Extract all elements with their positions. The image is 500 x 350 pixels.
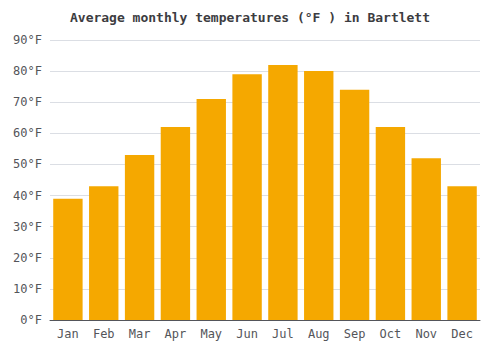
svg-text:Nov: Nov [415, 327, 437, 341]
svg-text:30°F: 30°F [13, 220, 42, 234]
svg-text:Mar: Mar [129, 327, 151, 341]
svg-text:Oct: Oct [380, 327, 402, 341]
svg-text:Feb: Feb [93, 327, 115, 341]
svg-text:Average monthly temperatures (: Average monthly temperatures (°F ) in Ba… [70, 10, 430, 25]
svg-text:60°F: 60°F [13, 126, 42, 140]
svg-text:20°F: 20°F [13, 251, 42, 265]
svg-text:Jan: Jan [57, 327, 79, 341]
svg-text:50°F: 50°F [13, 157, 42, 171]
svg-text:90°F: 90°F [13, 33, 42, 47]
svg-text:Dec: Dec [451, 327, 473, 341]
svg-text:80°F: 80°F [13, 64, 42, 78]
svg-text:10°F: 10°F [13, 282, 42, 296]
svg-text:May: May [200, 327, 222, 341]
svg-text:Jun: Jun [236, 327, 258, 341]
svg-text:Apr: Apr [165, 327, 187, 341]
svg-text:Jul: Jul [272, 327, 294, 341]
svg-text:Aug: Aug [308, 327, 330, 341]
svg-text:70°F: 70°F [13, 95, 42, 109]
svg-text:0°F: 0°F [20, 313, 42, 327]
svg-text:Sep: Sep [344, 327, 366, 341]
svg-text:40°F: 40°F [13, 189, 42, 203]
